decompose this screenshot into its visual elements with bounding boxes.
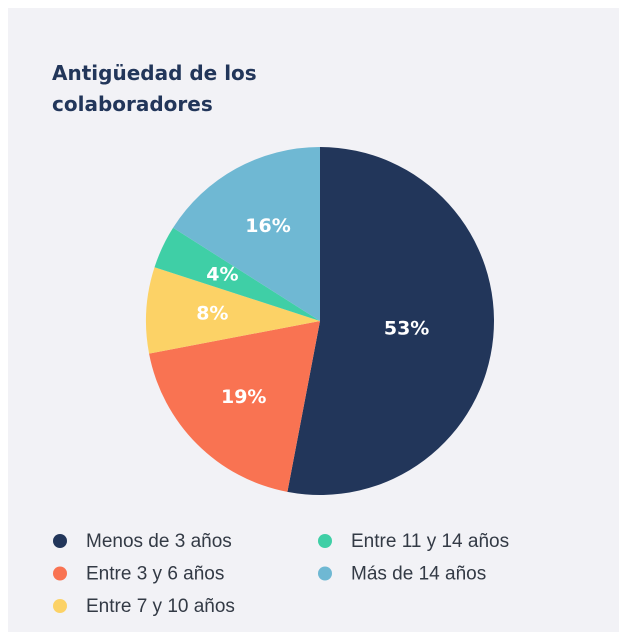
legend-label: Más de 14 años bbox=[351, 564, 486, 585]
pie-slice bbox=[173, 147, 320, 321]
pie-slice bbox=[145, 267, 320, 354]
pie-slice bbox=[287, 147, 495, 495]
legend-label: Entre 7 y 10 años bbox=[86, 596, 235, 617]
legend-label: Menos de 3 años bbox=[86, 531, 232, 552]
data-label: 19% bbox=[221, 386, 266, 408]
pie-slice bbox=[154, 227, 320, 321]
legend-marker bbox=[53, 599, 67, 613]
data-label: 53% bbox=[384, 318, 429, 340]
legend-marker bbox=[318, 566, 332, 581]
pie-slice bbox=[149, 321, 320, 492]
data-label: 16% bbox=[245, 215, 290, 237]
data-label: 4% bbox=[206, 264, 238, 286]
chart-title: Antigüedad de los colaboradores bbox=[52, 61, 257, 116]
legend-label: Entre 11 y 14 años bbox=[351, 531, 509, 552]
legend-marker bbox=[318, 534, 332, 548]
data-label: 8% bbox=[196, 303, 228, 325]
legend-label: Entre 3 y 6 años bbox=[86, 564, 224, 585]
legend-marker bbox=[53, 534, 67, 548]
legend-marker bbox=[53, 566, 67, 581]
